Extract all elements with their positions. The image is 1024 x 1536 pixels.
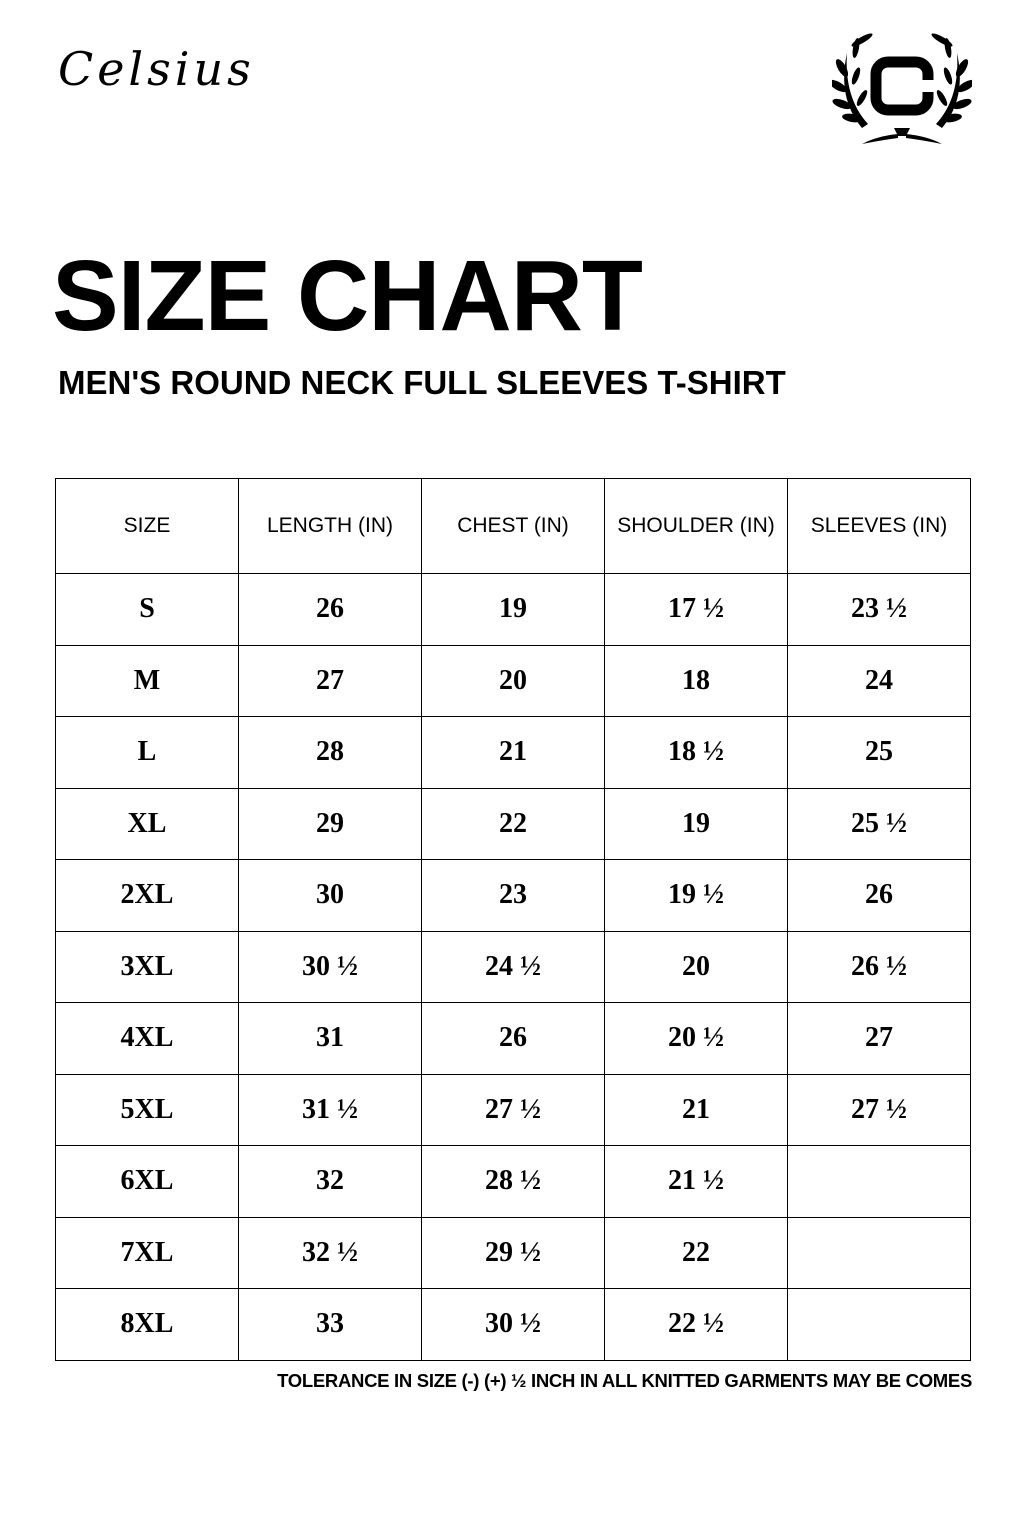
- cell-chest: 28 ½: [421, 1145, 605, 1218]
- table-row: M 27 20 18 24: [55, 644, 971, 717]
- table-row: 7XL 32 ½ 29 ½ 22: [55, 1216, 971, 1289]
- cell-length: 29: [238, 787, 422, 860]
- cell-shoulder: 21: [604, 1073, 788, 1146]
- cell-size: 8XL: [55, 1288, 239, 1361]
- cell-sleeves: 25 ½: [787, 787, 971, 860]
- table-row: S 26 19 17 ½ 23 ½: [55, 573, 971, 646]
- cell-length: 31: [238, 1002, 422, 1075]
- cell-shoulder: 20: [604, 930, 788, 1003]
- page-subtitle: MEN'S ROUND NECK FULL SLEEVES T-SHIRT: [58, 364, 786, 401]
- cell-shoulder: 22 ½: [604, 1288, 788, 1361]
- size-chart-table: SIZE LENGTH (IN) CHEST (IN) SHOULDER (IN…: [55, 478, 971, 1361]
- header-shoulder: SHOULDER (IN): [604, 478, 788, 574]
- cell-length: 30: [238, 859, 422, 932]
- cell-size: 6XL: [55, 1145, 239, 1218]
- cell-chest: 22: [421, 787, 605, 860]
- cell-shoulder: 21 ½: [604, 1145, 788, 1218]
- cell-chest: 24 ½: [421, 930, 605, 1003]
- tolerance-note: TOLERANCE IN SIZE (-) (+) ½ INCH IN ALL …: [277, 1370, 972, 1391]
- cell-chest: 21: [421, 716, 605, 789]
- cell-shoulder: 22: [604, 1216, 788, 1289]
- cell-size: XL: [55, 787, 239, 860]
- table-row: 4XL 31 26 20 ½ 27: [55, 1002, 971, 1075]
- cell-sleeves: [787, 1145, 971, 1218]
- cell-sleeves: [787, 1216, 971, 1289]
- table-row: 8XL 33 30 ½ 22 ½: [55, 1288, 971, 1361]
- cell-chest: 20: [421, 644, 605, 717]
- cell-length: 27: [238, 644, 422, 717]
- cell-size: 7XL: [55, 1216, 239, 1289]
- header-sleeves: SLEEVES (IN): [787, 478, 971, 574]
- cell-sleeves: 26: [787, 859, 971, 932]
- cell-size: 4XL: [55, 1002, 239, 1075]
- cell-chest: 26: [421, 1002, 605, 1075]
- cell-size: S: [55, 573, 239, 646]
- cell-sleeves: 27 ½: [787, 1073, 971, 1146]
- cell-length: 32 ½: [238, 1216, 422, 1289]
- cell-size: L: [55, 716, 239, 789]
- cell-size: M: [55, 644, 239, 717]
- cell-size: 3XL: [55, 930, 239, 1003]
- cell-length: 30 ½: [238, 930, 422, 1003]
- cell-sleeves: 25: [787, 716, 971, 789]
- table-row: 5XL 31 ½ 27 ½ 21 27 ½: [55, 1073, 971, 1146]
- cell-sleeves: [787, 1288, 971, 1361]
- cell-length: 33: [238, 1288, 422, 1361]
- cell-shoulder: 18 ½: [604, 716, 788, 789]
- cell-shoulder: 20 ½: [604, 1002, 788, 1075]
- cell-sleeves: 27: [787, 1002, 971, 1075]
- cell-chest: 19: [421, 573, 605, 646]
- laurel-wreath-logo-icon: C: [832, 33, 972, 144]
- table-row: XL 29 22 19 25 ½: [55, 787, 971, 860]
- cell-shoulder: 18: [604, 644, 788, 717]
- table-row: 3XL 30 ½ 24 ½ 20 26 ½: [55, 930, 971, 1003]
- table-row: 2XL 30 23 19 ½ 26: [55, 859, 971, 932]
- cell-chest: 27 ½: [421, 1073, 605, 1146]
- cell-length: 32: [238, 1145, 422, 1218]
- cell-size: 5XL: [55, 1073, 239, 1146]
- cell-length: 26: [238, 573, 422, 646]
- brand-logotype: Celsius: [58, 42, 255, 96]
- cell-shoulder: 19: [604, 787, 788, 860]
- cell-sleeves: 26 ½: [787, 930, 971, 1003]
- header-chest: CHEST (IN): [421, 478, 605, 574]
- cell-chest: 29 ½: [421, 1216, 605, 1289]
- logo-letter: C: [902, 97, 903, 99]
- cell-chest: 23: [421, 859, 605, 932]
- header-length: LENGTH (IN): [238, 478, 422, 574]
- cell-sleeves: 24: [787, 644, 971, 717]
- table-row: L 28 21 18 ½ 25: [55, 716, 971, 789]
- cell-length: 31 ½: [238, 1073, 422, 1146]
- table-header-row: SIZE LENGTH (IN) CHEST (IN) SHOULDER (IN…: [55, 478, 971, 574]
- cell-size: 2XL: [55, 859, 239, 932]
- cell-length: 28: [238, 716, 422, 789]
- page-title: SIZE CHART: [52, 240, 643, 352]
- cell-sleeves: 23 ½: [787, 573, 971, 646]
- cell-shoulder: 17 ½: [604, 573, 788, 646]
- header-size: SIZE: [55, 478, 239, 574]
- table-row: 6XL 32 28 ½ 21 ½: [55, 1145, 971, 1218]
- cell-chest: 30 ½: [421, 1288, 605, 1361]
- cell-shoulder: 19 ½: [604, 859, 788, 932]
